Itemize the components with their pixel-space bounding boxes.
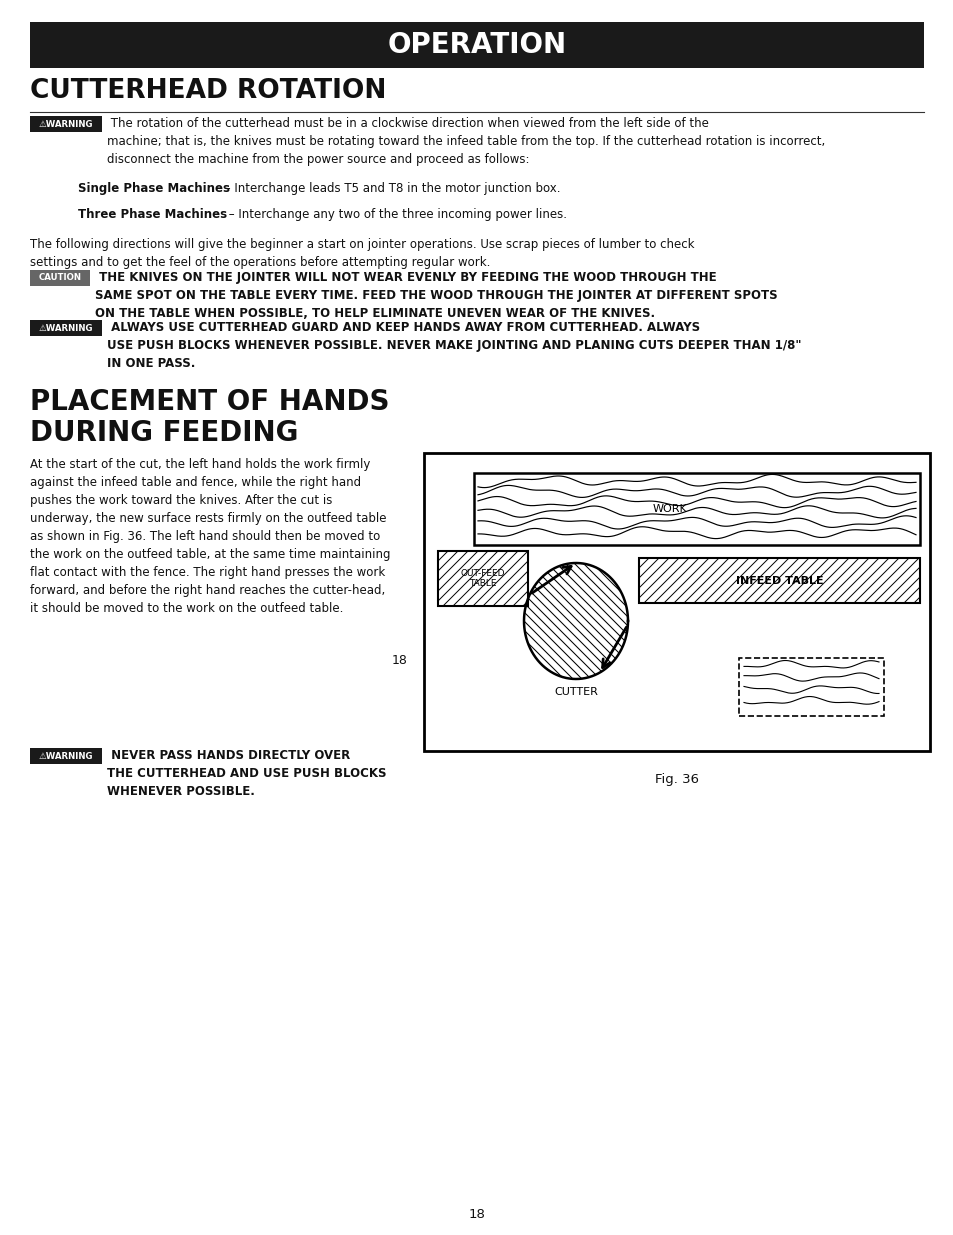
Text: NEVER PASS HANDS DIRECTLY OVER
THE CUTTERHEAD AND USE PUSH BLOCKS
WHENEVER POSSI: NEVER PASS HANDS DIRECTLY OVER THE CUTTE… <box>107 748 386 798</box>
Bar <box>30 22 923 68</box>
Text: Three Phase Machines: Three Phase Machines <box>78 207 227 221</box>
Text: CUTTER: CUTTER <box>554 687 598 697</box>
Text: ⚠WARNING: ⚠WARNING <box>39 752 93 761</box>
Text: THE KNIVES ON THE JOINTER WILL NOT WEAR EVENLY BY FEEDING THE WOOD THROUGH THE
S: THE KNIVES ON THE JOINTER WILL NOT WEAR … <box>95 270 777 320</box>
Text: ⚠WARNING: ⚠WARNING <box>39 324 93 332</box>
Text: The rotation of the cutterhead must be in a clockwise direction when viewed from: The rotation of the cutterhead must be i… <box>107 117 824 165</box>
Bar <box>30 116 102 132</box>
Bar <box>30 748 102 764</box>
Bar <box>639 558 919 603</box>
Text: – Interchange any two of the three incoming power lines.: – Interchange any two of the three incom… <box>225 207 566 221</box>
Text: 18: 18 <box>392 653 408 667</box>
Text: CAUTION: CAUTION <box>38 273 81 283</box>
Text: Fig. 36: Fig. 36 <box>655 773 699 785</box>
Text: – Interchange leads T5 and T8 in the motor junction box.: – Interchange leads T5 and T8 in the mot… <box>221 182 560 195</box>
Polygon shape <box>437 551 527 606</box>
Text: The following directions will give the beginner a start on jointer operations. U: The following directions will give the b… <box>30 238 694 269</box>
Bar <box>30 270 90 287</box>
Text: WORK: WORK <box>652 504 687 514</box>
Text: PLACEMENT OF HANDS
DURING FEEDING: PLACEMENT OF HANDS DURING FEEDING <box>30 388 389 447</box>
Bar <box>30 320 102 336</box>
Bar <box>423 453 929 751</box>
Text: ⚠WARNING: ⚠WARNING <box>39 120 93 128</box>
Bar <box>474 473 919 545</box>
Text: Single Phase Machines: Single Phase Machines <box>78 182 230 195</box>
Text: OPERATION: OPERATION <box>387 31 566 59</box>
Text: At the start of the cut, the left hand holds the work firmly
against the infeed : At the start of the cut, the left hand h… <box>30 458 390 615</box>
Text: ALWAYS USE CUTTERHEAD GUARD AND KEEP HANDS AWAY FROM CUTTERHEAD. ALWAYS
USE PUSH: ALWAYS USE CUTTERHEAD GUARD AND KEEP HAN… <box>107 321 801 370</box>
Text: INFEED TABLE: INFEED TABLE <box>735 576 822 585</box>
Text: CUTTERHEAD ROTATION: CUTTERHEAD ROTATION <box>30 78 386 104</box>
Text: 18: 18 <box>468 1209 485 1221</box>
Text: OUT-FEED
TABLE: OUT-FEED TABLE <box>460 569 505 588</box>
Bar <box>739 658 883 716</box>
